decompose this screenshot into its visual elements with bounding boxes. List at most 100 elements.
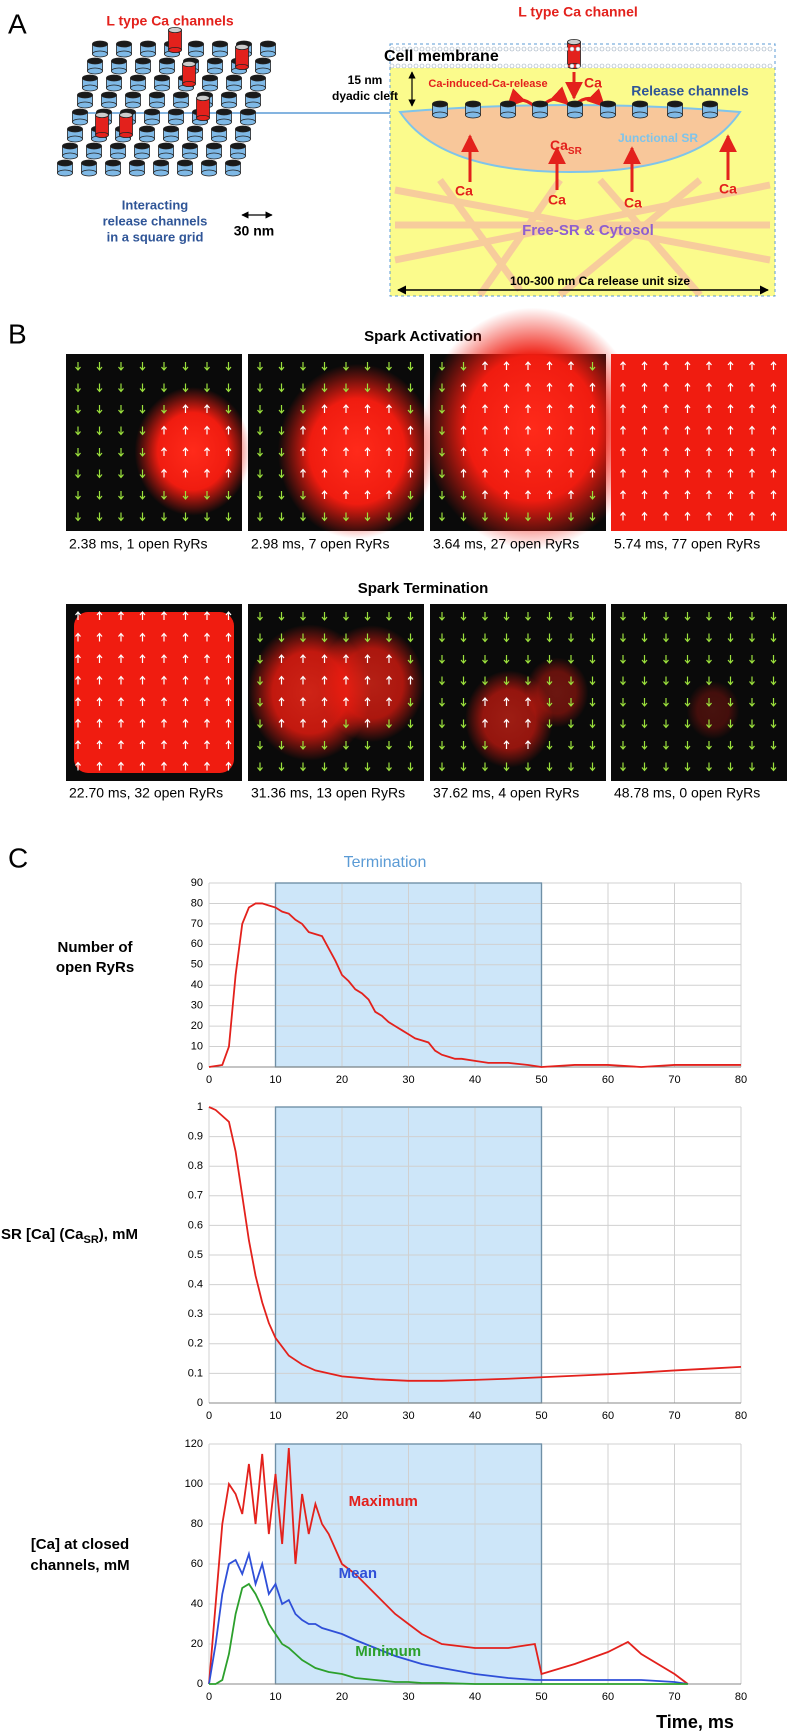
channel bbox=[702, 100, 718, 119]
channel bbox=[235, 44, 249, 71]
channel bbox=[632, 100, 648, 119]
ryr-arrow bbox=[182, 632, 189, 642]
ryr-arrow bbox=[257, 741, 263, 750]
channel-bottom bbox=[129, 169, 145, 177]
ryr-arrow bbox=[139, 654, 146, 663]
ryr-arrow bbox=[386, 383, 392, 393]
channel-top bbox=[201, 159, 217, 167]
ryr-arrow bbox=[641, 655, 648, 664]
channel-top bbox=[110, 142, 126, 150]
ryr-arrow bbox=[503, 762, 510, 772]
ryr-arrow bbox=[525, 447, 531, 456]
spark-image bbox=[66, 604, 242, 781]
channel-bottom bbox=[130, 84, 146, 92]
channel-bottom bbox=[135, 67, 151, 75]
ryr-arrow bbox=[439, 612, 445, 621]
x-axis-label: Time, ms bbox=[656, 1712, 734, 1732]
y-tick-label: 100 bbox=[185, 1478, 203, 1490]
lipid bbox=[533, 46, 539, 52]
ryr-arrow bbox=[300, 383, 306, 393]
ryr-arrow bbox=[300, 468, 306, 478]
ryr-arrow bbox=[182, 491, 189, 500]
lipid bbox=[473, 63, 479, 69]
ryr-arrow bbox=[620, 655, 626, 664]
ryr-arrow bbox=[589, 425, 596, 435]
ryr-arrow bbox=[620, 633, 626, 643]
ryr-arrow bbox=[482, 447, 488, 456]
ryr-arrow bbox=[727, 511, 734, 521]
channel-top bbox=[168, 108, 184, 116]
channel-bottom bbox=[144, 118, 160, 126]
ryr-arrow bbox=[118, 362, 124, 371]
ryr-arrow bbox=[407, 612, 414, 621]
ryr-arrow bbox=[364, 633, 371, 643]
ryr-arrow bbox=[770, 741, 777, 750]
ryr-arrow bbox=[364, 654, 371, 663]
ryr-arrow bbox=[321, 675, 328, 685]
ryr-arrow bbox=[663, 612, 669, 621]
lipid bbox=[491, 63, 497, 69]
ryr-arrow bbox=[727, 719, 734, 729]
ryr-arrow bbox=[620, 719, 626, 729]
channel bbox=[163, 125, 179, 143]
ryr-arrow bbox=[300, 741, 306, 750]
ryr-arrow bbox=[182, 611, 189, 620]
channel-bottom bbox=[106, 84, 122, 92]
ryr-arrow bbox=[343, 383, 349, 393]
lipid bbox=[431, 46, 437, 52]
channel bbox=[81, 159, 97, 177]
ryr-arrow bbox=[663, 719, 669, 729]
ryr-arrow bbox=[749, 382, 755, 392]
channel bbox=[106, 74, 122, 92]
ryr-arrow bbox=[161, 362, 167, 371]
channel-bottom bbox=[221, 101, 237, 109]
channel bbox=[111, 57, 127, 75]
y-tick-label: 60 bbox=[191, 938, 203, 950]
lipid bbox=[557, 46, 563, 52]
ryr-arrow bbox=[225, 362, 232, 371]
ryr-arrow bbox=[364, 718, 371, 728]
ryr-arrow bbox=[343, 741, 349, 750]
x-tick-label: 10 bbox=[269, 1074, 281, 1086]
ryr-arrow bbox=[706, 490, 712, 499]
ryr-arrow bbox=[503, 468, 510, 478]
ryr-arrow bbox=[439, 426, 445, 436]
spark-blob bbox=[686, 680, 740, 740]
lipid bbox=[437, 46, 443, 52]
ryr-arrow bbox=[568, 719, 574, 729]
channel bbox=[260, 40, 276, 58]
lipid bbox=[497, 46, 503, 52]
ryr-arrow bbox=[589, 676, 596, 686]
channel-top bbox=[95, 112, 109, 119]
lipid bbox=[485, 63, 491, 69]
channel-bottom bbox=[188, 50, 204, 58]
free-sr bbox=[394, 177, 771, 298]
ryr-arrow bbox=[641, 425, 648, 435]
channel-top bbox=[500, 100, 516, 108]
channel bbox=[95, 112, 109, 138]
ryr-arrow bbox=[75, 718, 81, 728]
ryr-arrow bbox=[300, 512, 306, 522]
spark-blob bbox=[134, 387, 251, 516]
ryr-arrow bbox=[225, 718, 232, 728]
ryr-arrow bbox=[257, 448, 263, 457]
cleft-label: dyadic cleft bbox=[332, 89, 398, 103]
ryr-arrow bbox=[386, 675, 392, 685]
ryr-arrow bbox=[118, 675, 124, 685]
lipid bbox=[611, 46, 617, 52]
ryr-arrow bbox=[139, 761, 146, 771]
lipid bbox=[641, 63, 647, 69]
ryr-arrow bbox=[460, 491, 467, 500]
lipid bbox=[695, 63, 701, 69]
ryr-arrow bbox=[525, 762, 531, 772]
ryr-arrow bbox=[770, 468, 777, 478]
ryr-arrow bbox=[118, 654, 124, 663]
lipid bbox=[389, 46, 395, 52]
lipid bbox=[767, 46, 773, 52]
ryr-arrow bbox=[96, 675, 103, 685]
channel-top bbox=[196, 95, 210, 102]
ryr-arrow bbox=[278, 675, 285, 685]
ryr-arrow bbox=[663, 655, 669, 664]
ryr-arrow bbox=[589, 468, 596, 478]
ryr-arrow bbox=[706, 425, 712, 435]
